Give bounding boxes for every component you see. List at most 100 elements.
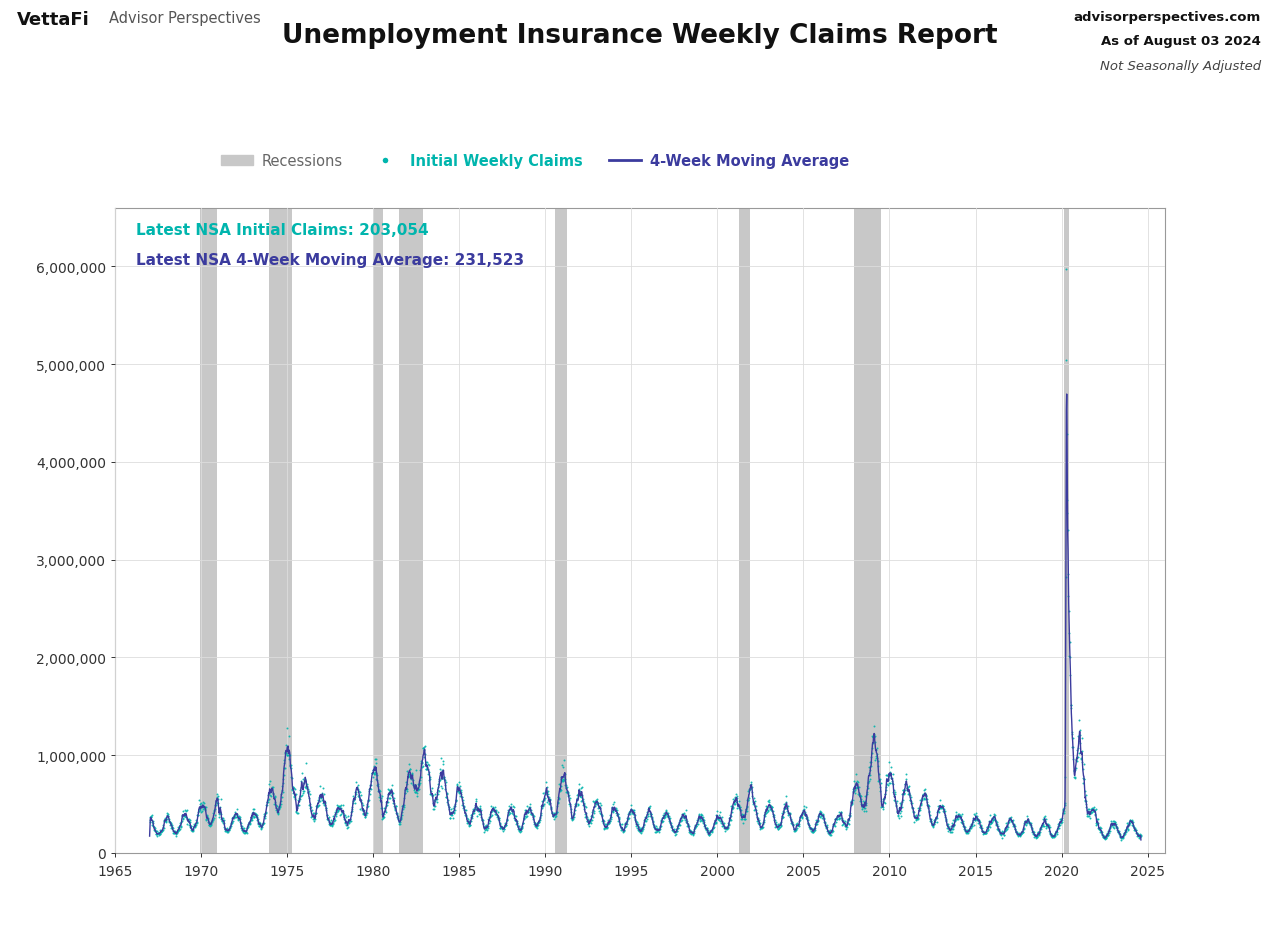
Point [536,782,557,797]
Point [265,788,285,803]
Point [301,809,321,824]
Point [772,810,792,825]
Point [708,811,728,826]
Point [634,818,654,832]
Point [346,787,366,802]
Point [671,814,691,829]
Point [412,756,433,770]
Point [374,806,394,821]
Point [701,824,722,839]
Point [1038,819,1059,834]
Point [609,818,630,832]
Point [915,788,936,803]
Point [463,806,484,820]
Point [1023,826,1043,841]
Point [283,780,303,794]
Point [630,822,650,837]
Point [1053,806,1074,820]
Point [954,819,974,834]
Point [616,816,636,831]
Point [366,772,387,787]
Point [1032,818,1052,832]
Point [1064,752,1084,767]
Point [346,785,366,800]
Point [306,806,326,820]
Point [621,802,641,817]
Point [497,812,517,827]
Point [827,808,847,823]
Point [556,778,576,793]
Point [1121,818,1142,832]
Point [466,809,486,824]
Point [827,812,847,827]
Point [233,821,253,836]
Point [326,803,347,818]
Point [947,810,968,825]
Point [893,783,914,798]
Point [1066,750,1087,765]
Point [141,809,161,824]
Point [367,777,388,792]
Point [563,806,584,821]
Point [849,787,869,802]
Point [1102,818,1123,832]
Point [174,808,195,823]
Point [838,811,859,826]
Point [913,788,933,803]
Point [827,811,847,826]
Point [250,819,270,833]
Point [581,812,602,827]
Point [878,778,899,793]
Point [376,798,397,813]
Point [934,807,955,822]
Point [1112,830,1133,844]
Point [942,813,963,828]
Point [781,813,801,828]
Point [481,805,502,819]
Point [1038,819,1059,834]
Point [421,789,442,804]
Point [823,818,844,832]
Point [471,803,492,818]
Point [823,816,844,831]
Point [927,810,947,825]
Point [170,819,191,834]
Point [792,804,813,819]
Point [160,818,180,832]
Point [710,814,731,829]
Point [863,730,883,745]
Point [782,815,803,830]
Point [831,805,851,819]
Point [1044,830,1065,844]
Point [856,796,877,811]
Point [797,812,818,827]
Point [150,825,170,840]
Point [308,793,329,807]
Point [300,786,320,801]
Point [745,799,765,814]
Point [538,794,558,809]
Point [1073,771,1093,786]
Point [595,819,616,833]
Point [777,798,797,813]
Point [361,766,381,781]
Point [982,811,1002,826]
Point [913,791,933,806]
Point [946,811,966,826]
Point [645,824,666,839]
Point [214,811,234,826]
Point [668,815,689,830]
Point [301,802,321,817]
Point [703,817,723,832]
Point [360,781,380,795]
Point [1065,754,1085,768]
Point [232,823,252,838]
Point [426,793,447,807]
Point [433,781,453,795]
Point [243,809,264,824]
Point [973,827,993,842]
Point [1006,825,1027,840]
Point [425,792,445,806]
Point [495,815,516,830]
Point [554,753,575,768]
